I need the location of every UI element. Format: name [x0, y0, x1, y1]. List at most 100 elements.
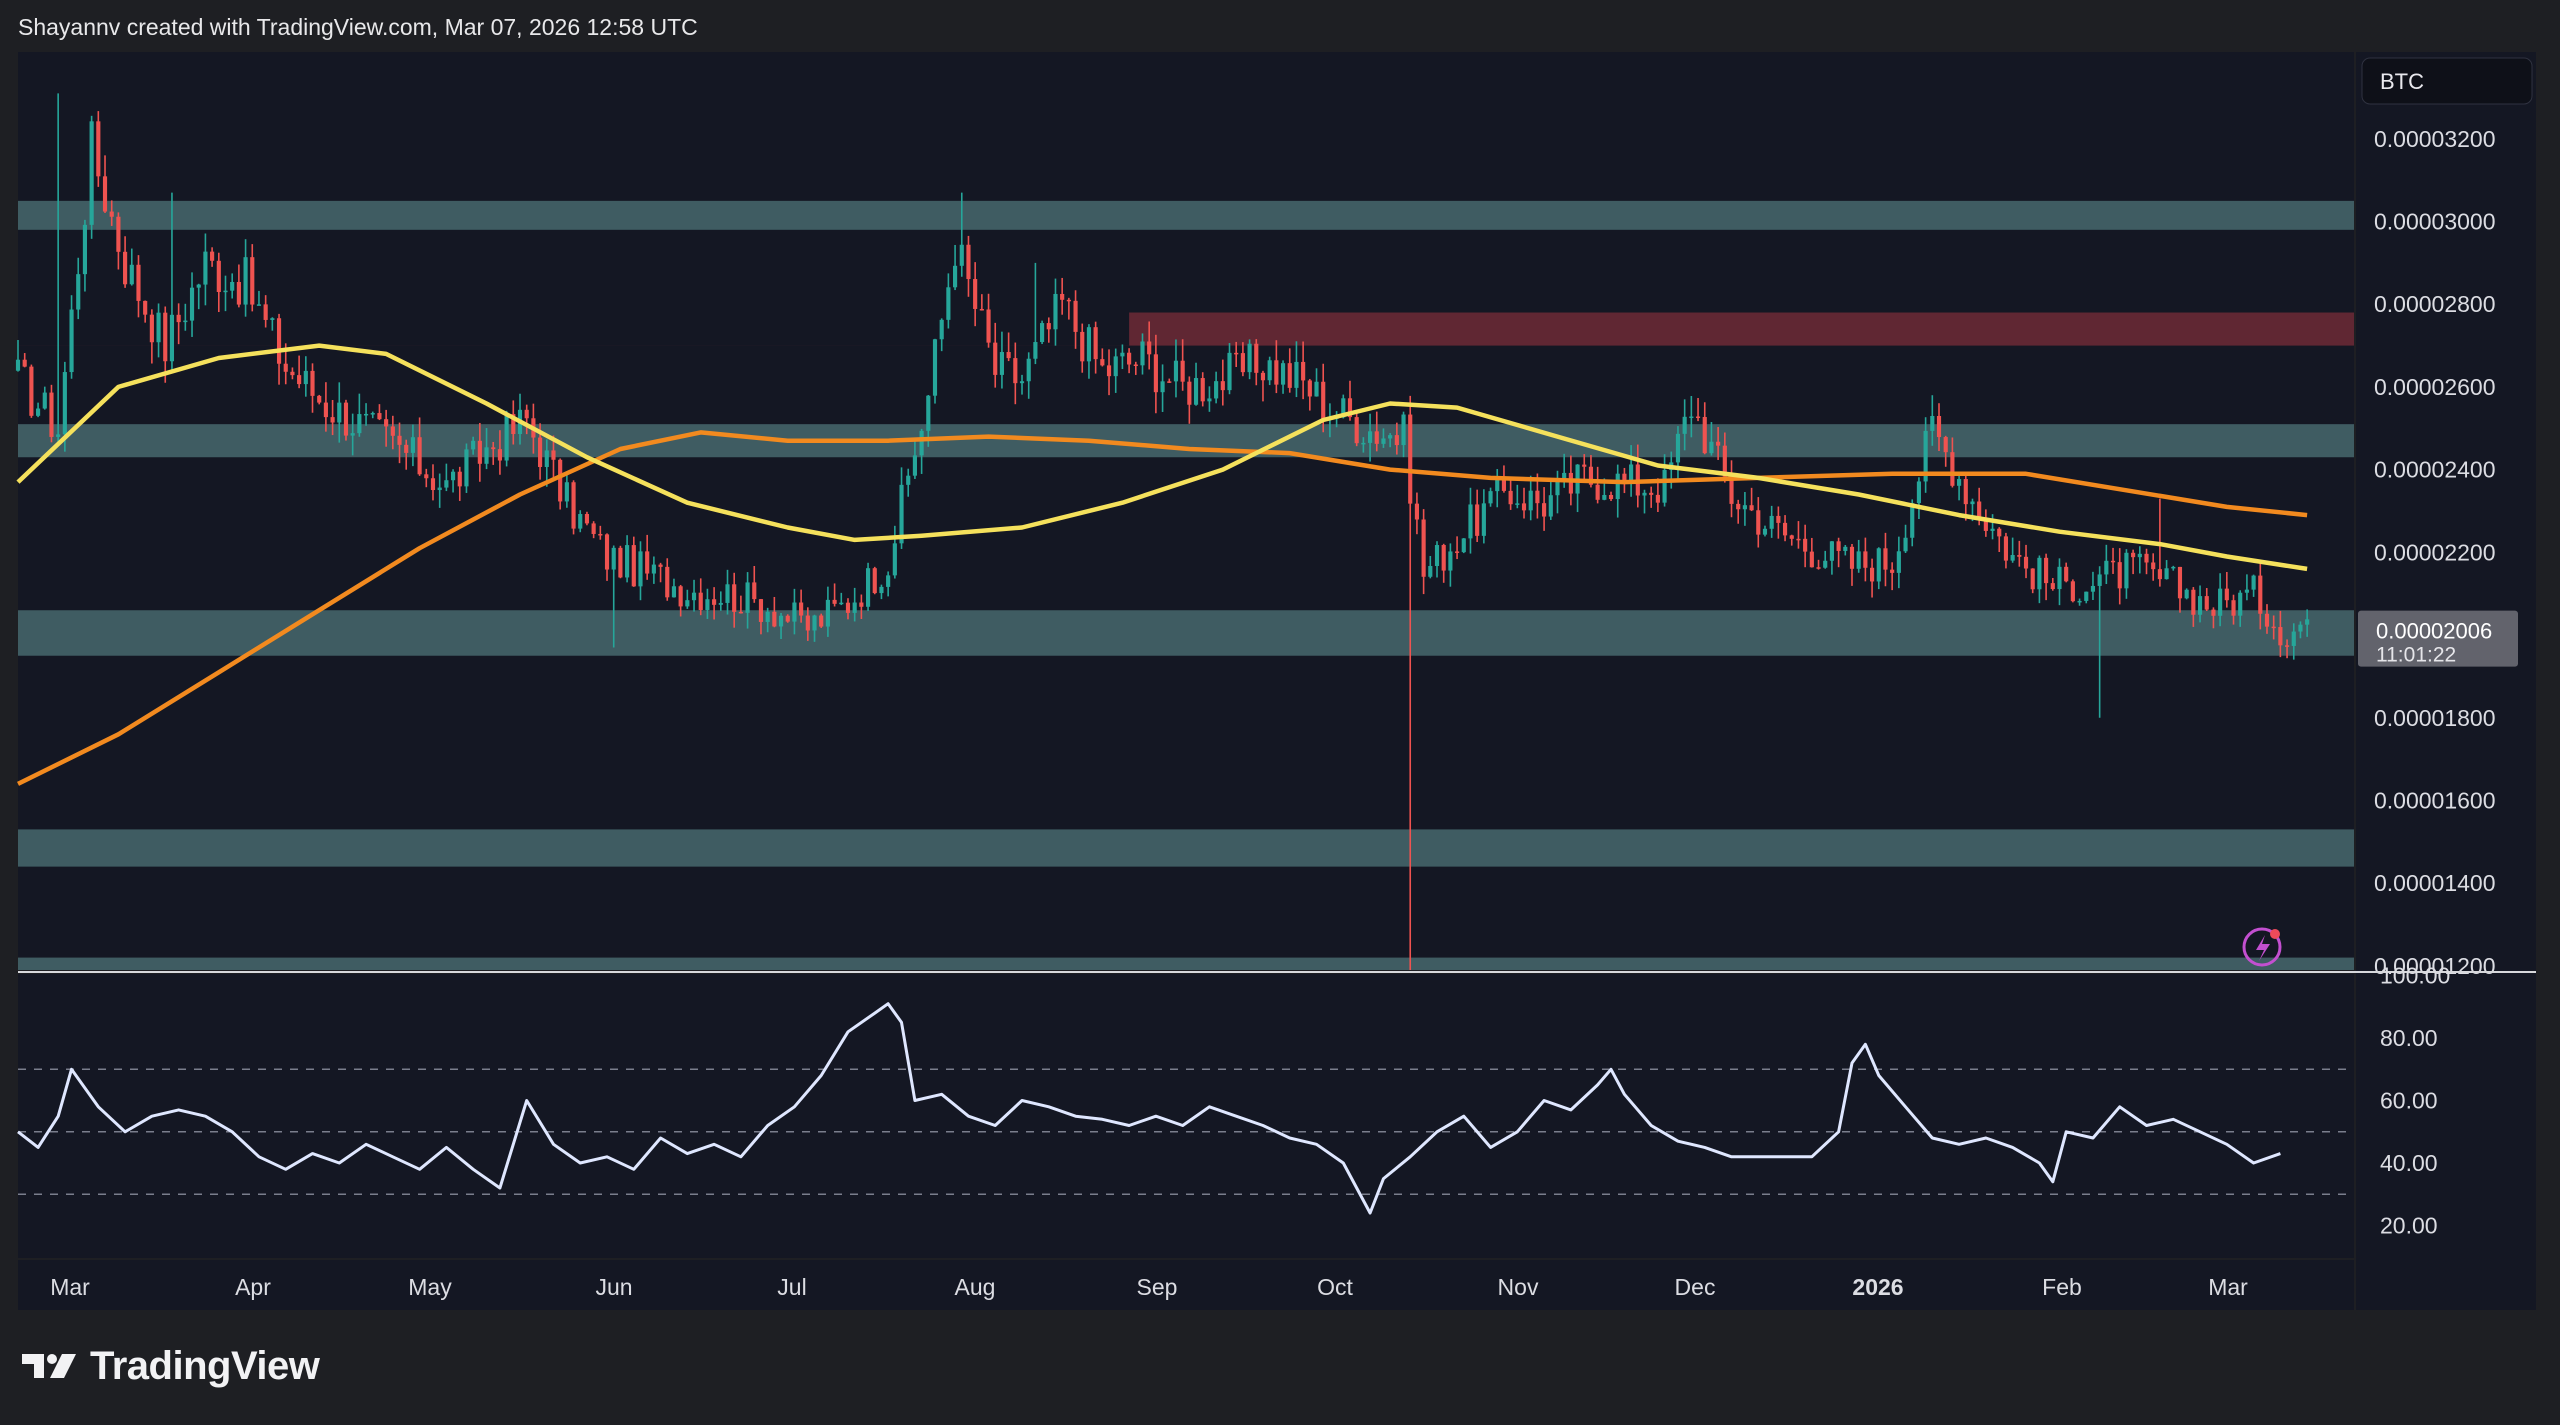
rsi-tick-label: 100.00 [2380, 963, 2450, 989]
candle-body [1776, 515, 1781, 523]
candle-body [62, 372, 67, 435]
candle-body [551, 450, 556, 460]
candle-body [1749, 505, 1754, 511]
candle-body [1501, 476, 1507, 491]
candle-body [638, 551, 643, 587]
candle-body [497, 449, 503, 461]
time-axis-pane [18, 1260, 2354, 1310]
candle-body [49, 392, 54, 437]
candle-body [1140, 341, 1145, 366]
candle-body [1026, 358, 1031, 382]
candle-body [2271, 626, 2276, 629]
candle-body [116, 216, 121, 252]
candle-body [1274, 360, 1279, 385]
candle-body [1394, 435, 1399, 446]
candle-body [2278, 627, 2283, 646]
candle-body [812, 615, 817, 631]
candle-body [1508, 490, 1513, 505]
candle-body [765, 611, 770, 622]
candle-body [129, 264, 134, 285]
candle-body [42, 392, 47, 409]
candle-body [1100, 359, 1105, 366]
candle-body [1200, 378, 1205, 402]
rsi-tick-label: 20.00 [2380, 1213, 2438, 1239]
candle-body [1595, 484, 1600, 500]
candle-body [1187, 381, 1192, 405]
candle-body [1843, 546, 1848, 551]
candle-body [310, 370, 315, 396]
price-tick-label: 0.00002400 [2374, 457, 2496, 483]
candle-body [1521, 503, 1527, 511]
candle-body [1414, 503, 1419, 520]
candle-body [544, 450, 549, 467]
candle-body [2023, 556, 2029, 569]
candles [15, 93, 2310, 970]
candle-body [1856, 551, 1861, 569]
candle-body [1294, 361, 1299, 388]
candle-body [2231, 600, 2236, 616]
candle-body [1040, 323, 1045, 343]
candle-body [1963, 479, 1968, 505]
time-tick-label: Sep [1137, 1274, 1178, 1300]
candle-body [1896, 551, 1901, 573]
candle-body [705, 599, 710, 610]
candle-body [1113, 356, 1118, 377]
candle-body [872, 568, 877, 594]
candle-body [578, 513, 583, 529]
candle-body [1160, 381, 1165, 393]
candle-body [892, 543, 897, 576]
rsi-tick-label: 40.00 [2380, 1150, 2438, 1176]
candle-body [1073, 300, 1078, 332]
candle-body [738, 611, 743, 614]
candle-body [1682, 416, 1687, 434]
candle-body [966, 244, 971, 280]
candle-body [772, 611, 777, 627]
candle-body [1950, 452, 1955, 486]
candle-body [471, 440, 476, 450]
candle-body [1816, 567, 1821, 569]
candle-body [625, 545, 630, 578]
candle-body [1916, 481, 1922, 504]
candle-body [169, 314, 175, 362]
moving-average-slow [17, 430, 2308, 786]
candle-body [236, 281, 241, 305]
candle-body [1997, 528, 2002, 537]
candle-body [437, 487, 442, 491]
candle-body [1133, 364, 1138, 366]
candle-body [343, 402, 349, 436]
candle-body [1060, 293, 1065, 300]
candle-body [123, 251, 128, 285]
candle-body [604, 534, 610, 570]
candle-body [758, 599, 764, 622]
candle-body [839, 602, 844, 605]
candle-body [953, 265, 958, 288]
candle-body [56, 434, 61, 437]
candle-body [1588, 466, 1594, 485]
symbol-label: BTC [2380, 69, 2424, 94]
candle-body [1629, 464, 1634, 481]
candle-body [1093, 327, 1098, 360]
candle-body [538, 437, 543, 467]
candle-body [1234, 352, 1239, 355]
support-zone [18, 424, 2354, 458]
candle-body [1247, 343, 1252, 373]
candle-body [2017, 555, 2022, 557]
candle-body [698, 592, 703, 610]
rsi-tick-label: 60.00 [2380, 1088, 2438, 1114]
last-price-badge [2358, 610, 2518, 667]
candle-body [799, 602, 804, 616]
candle-body [2003, 536, 2009, 561]
candle-body [2218, 588, 2223, 616]
candle-body [2298, 624, 2303, 632]
candle-body [2211, 609, 2216, 616]
candle-body [598, 533, 603, 536]
candle-body [2057, 566, 2062, 590]
time-tick-label: Jun [595, 1274, 632, 1300]
candle-body [2070, 581, 2075, 602]
candle-body [1046, 323, 1051, 330]
tradingview-logo[interactable]: TradingView [20, 1344, 320, 1389]
price-tick-label: 0.00001400 [2374, 870, 2496, 896]
candle-body [397, 435, 402, 445]
candle-body [1013, 358, 1018, 384]
